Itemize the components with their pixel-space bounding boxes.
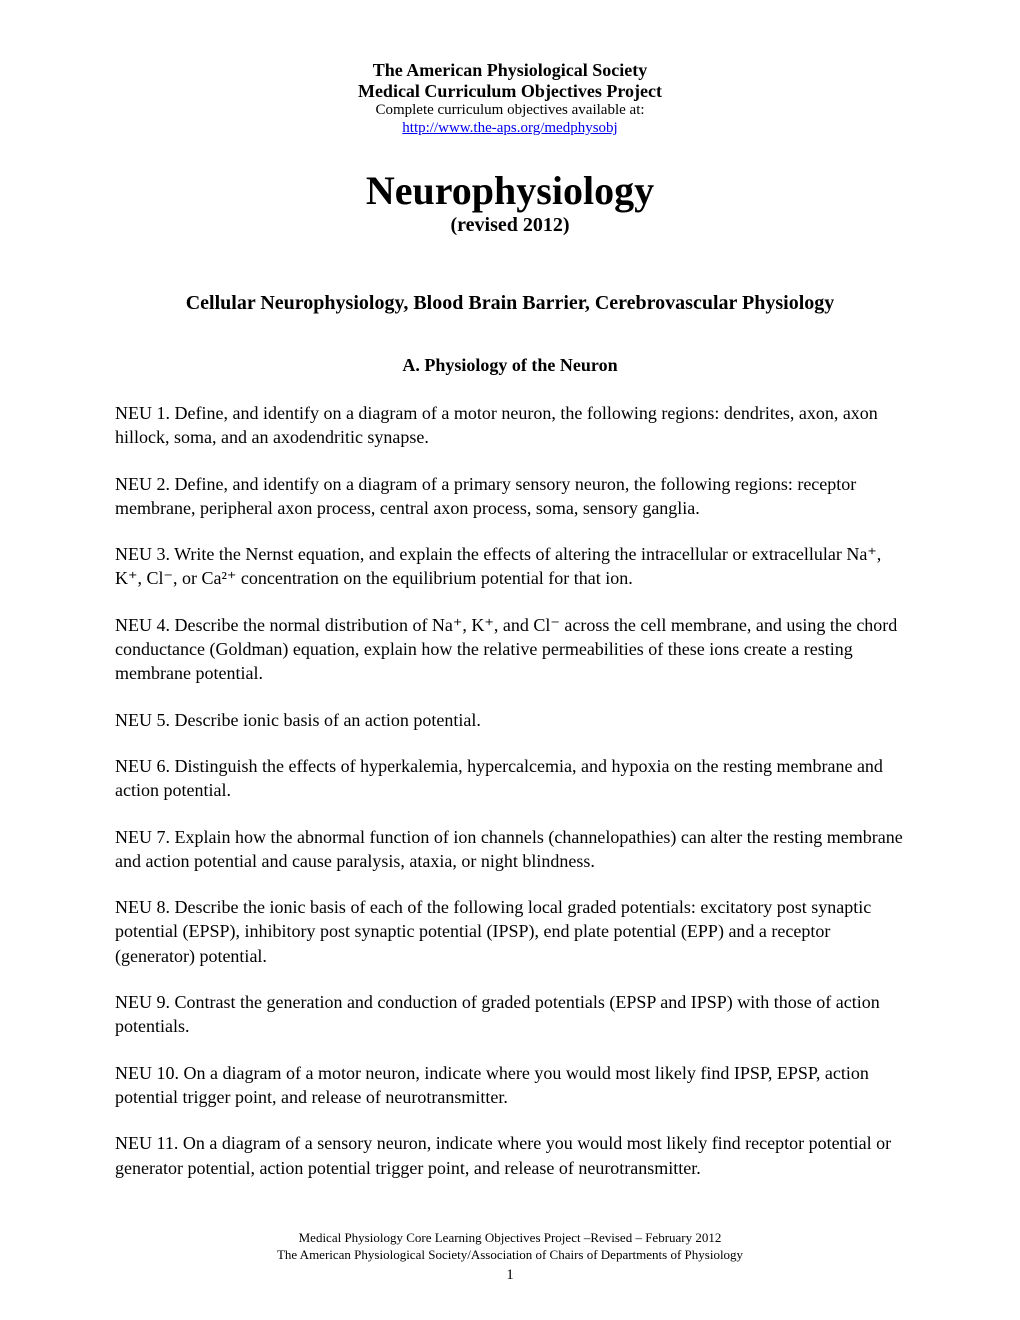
objective-neu-5: NEU 5. Describe ionic basis of an action… [115,708,905,732]
objective-neu-4: NEU 4. Describe the normal distribution … [115,613,905,686]
footer-line-1: Medical Physiology Core Learning Objecti… [0,1230,1020,1247]
document-header: The American Physiological Society Medic… [115,60,905,137]
availability-text: Complete curriculum objectives available… [115,102,905,119]
objective-neu-8: NEU 8. Describe the ionic basis of each … [115,895,905,968]
objective-neu-9: NEU 9. Contrast the generation and condu… [115,990,905,1039]
revision-note: (revised 2012) [115,214,905,237]
objective-neu-7: NEU 7. Explain how the abnormal function… [115,825,905,874]
project-name: Medical Curriculum Objectives Project [115,81,905,102]
page-number: 1 [0,1266,1020,1286]
section-heading: Cellular Neurophysiology, Blood Brain Ba… [115,292,905,315]
document-footer: Medical Physiology Core Learning Objecti… [0,1230,1020,1285]
document-title: Neurophysiology [115,167,905,214]
curriculum-url-link[interactable]: http://www.the-aps.org/medphysobj [402,120,617,136]
organization-name: The American Physiological Society [115,60,905,81]
objective-neu-10: NEU 10. On a diagram of a motor neuron, … [115,1061,905,1110]
objective-neu-2: NEU 2. Define, and identify on a diagram… [115,472,905,521]
objective-neu-11: NEU 11. On a diagram of a sensory neuron… [115,1131,905,1180]
objective-neu-1: NEU 1. Define, and identify on a diagram… [115,401,905,450]
objective-neu-6: NEU 6. Distinguish the effects of hyperk… [115,754,905,803]
subsection-heading: A. Physiology of the Neuron [115,355,905,376]
objective-neu-3: NEU 3. Write the Nernst equation, and ex… [115,542,905,591]
footer-line-2: The American Physiological Society/Assoc… [0,1247,1020,1264]
